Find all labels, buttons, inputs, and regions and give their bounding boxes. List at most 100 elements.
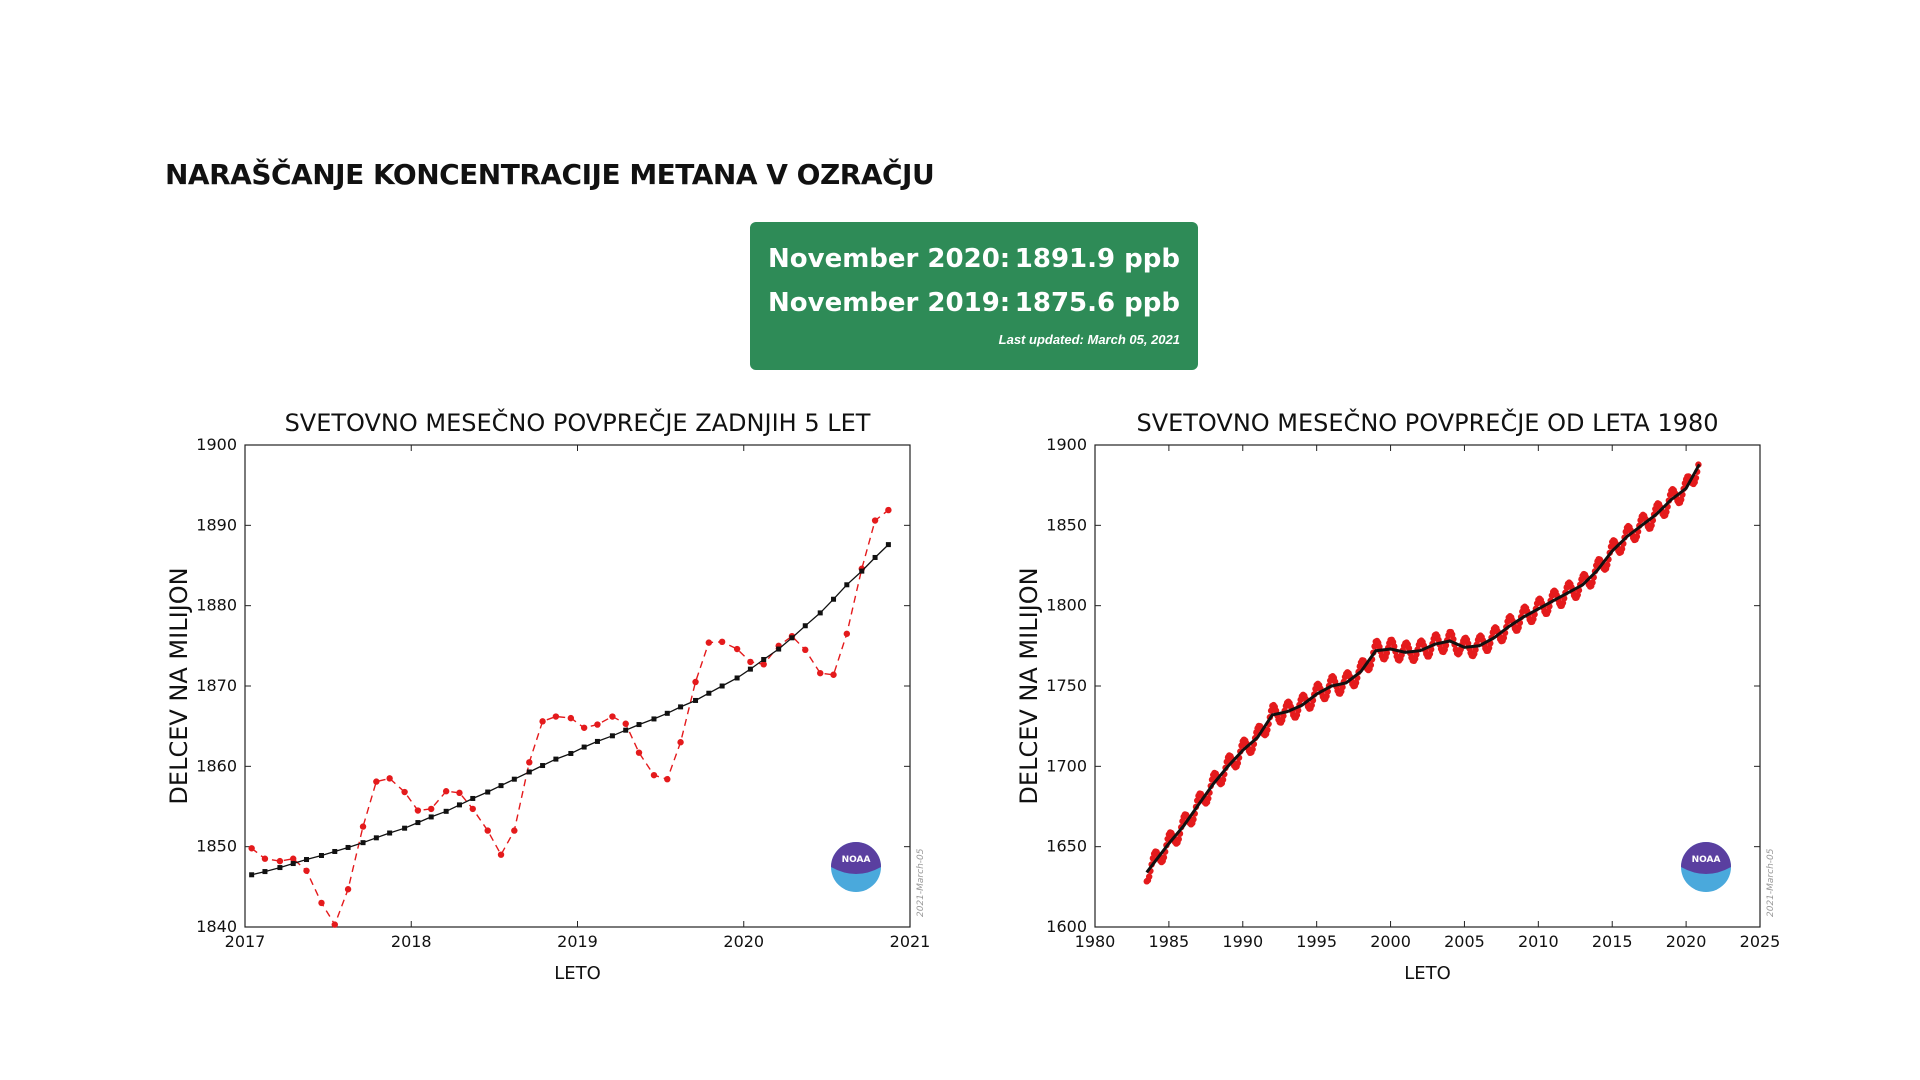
trend-point bbox=[651, 716, 657, 722]
monthly-point bbox=[373, 778, 380, 785]
monthly-point bbox=[747, 658, 754, 666]
monthly-point bbox=[664, 775, 671, 783]
page-title: NARAŠČANJE KONCENTRACIJE METANA V OZRAČJ… bbox=[165, 158, 935, 191]
monthly-point bbox=[1280, 712, 1287, 720]
y-tick-label: 1890 bbox=[196, 515, 237, 534]
monthly-point bbox=[1515, 624, 1522, 631]
monthly-point bbox=[1160, 854, 1168, 861]
monthly-point bbox=[1249, 746, 1256, 753]
y-tick-label: 1600 bbox=[1046, 917, 1087, 936]
x-tick-label: 2010 bbox=[1518, 932, 1559, 951]
monthly-point bbox=[733, 645, 741, 653]
monthly-point bbox=[1145, 873, 1153, 880]
monthly-point bbox=[1464, 640, 1472, 647]
trend-point bbox=[581, 744, 587, 750]
monthly-point bbox=[1219, 776, 1227, 783]
trend-point bbox=[872, 554, 878, 560]
y-tick-label: 1900 bbox=[1046, 435, 1087, 454]
monthly-point bbox=[386, 775, 393, 782]
trend-point bbox=[428, 814, 434, 820]
series-group bbox=[248, 506, 892, 928]
monthly-point bbox=[885, 506, 892, 514]
x-tick-label: 1980 bbox=[1075, 932, 1116, 951]
monthly-point bbox=[1264, 726, 1271, 734]
x-tick-label: 2018 bbox=[391, 932, 432, 951]
y-tick-label: 1700 bbox=[1046, 756, 1087, 775]
monthly-point bbox=[359, 823, 367, 830]
trend-point bbox=[318, 853, 324, 859]
monthly-point bbox=[622, 720, 629, 727]
monthly-point bbox=[497, 851, 505, 858]
plot-frame bbox=[244, 444, 911, 928]
y-axis-label: DELCEV NA MILIJON bbox=[1015, 567, 1043, 804]
trend-point bbox=[693, 697, 699, 703]
x-tick-label: 2015 bbox=[1592, 932, 1633, 951]
trend-point bbox=[885, 542, 891, 548]
info-label-current: November 2020: bbox=[768, 244, 1011, 274]
monthly-point bbox=[830, 671, 837, 678]
x-tick-label: 2005 bbox=[1444, 932, 1485, 951]
last-updated-text: Last updated: March 05, 2021 bbox=[998, 332, 1180, 347]
plot-area: 2017 2018 2019 2020 2021 1840 1850 1860 1870 1880… bbox=[196, 435, 930, 951]
trend-point bbox=[831, 596, 837, 602]
monthly-point bbox=[331, 921, 338, 928]
x-tick-label: 1990 bbox=[1222, 932, 1263, 951]
monthly-point bbox=[1175, 835, 1182, 843]
trend-point bbox=[249, 872, 255, 878]
noaa-logo-text: NOAA bbox=[1692, 855, 1721, 865]
trend-point bbox=[304, 857, 310, 863]
x-tick-label: 2020 bbox=[723, 932, 764, 951]
y-tick-label: 1840 bbox=[196, 917, 237, 936]
info-value-previous: 1875.6 ppb bbox=[1014, 288, 1180, 318]
monthly-point bbox=[552, 713, 560, 720]
monthly-point bbox=[539, 718, 546, 725]
x-tick-label: 2025 bbox=[1740, 932, 1781, 951]
monthly-point bbox=[303, 867, 310, 874]
chart-last-5-years: SVETOVNO MESEČNO POVPREČJE ZADNJIH 5 LET… bbox=[165, 407, 930, 984]
trend-point bbox=[594, 738, 600, 744]
monthly-point bbox=[1190, 816, 1197, 823]
trend-point bbox=[511, 776, 517, 782]
trend-point bbox=[706, 690, 712, 696]
monthly-point bbox=[1405, 645, 1413, 652]
y-tick-label: 1850 bbox=[1046, 515, 1087, 534]
monthly-point bbox=[1339, 683, 1346, 691]
monthly-point bbox=[802, 646, 809, 654]
monthly-point bbox=[1376, 643, 1383, 650]
monthly-point bbox=[456, 789, 463, 797]
trend-point bbox=[360, 840, 366, 846]
monthly-point bbox=[650, 771, 658, 779]
chart-since-1980: SVETOVNO MESEČNO POVPREČJE OD LETA 1980 L… bbox=[1015, 407, 1780, 984]
monthly-point bbox=[511, 827, 518, 834]
monthly-point bbox=[1234, 759, 1242, 767]
y-tick-label: 1650 bbox=[1046, 837, 1087, 856]
monthly-point bbox=[817, 669, 824, 677]
trend-point bbox=[345, 844, 351, 850]
trend-point bbox=[609, 733, 615, 739]
trend-point bbox=[719, 683, 725, 689]
info-row-current: November 2020: 1891.9 ppb bbox=[768, 244, 1180, 274]
noaa-logo: NOAA bbox=[1681, 842, 1731, 892]
trend-point bbox=[262, 869, 268, 875]
monthly-point bbox=[1677, 496, 1685, 503]
monthly-point bbox=[428, 805, 435, 813]
monthly-point bbox=[1367, 661, 1375, 669]
y-tick-label: 1900 bbox=[196, 435, 237, 454]
date-stamp: 2021-March-05 bbox=[916, 848, 926, 917]
monthly-point bbox=[344, 886, 352, 893]
y-tick-label: 1850 bbox=[196, 837, 237, 856]
monthly-point bbox=[1205, 795, 1212, 802]
trend-point bbox=[568, 750, 574, 756]
trend-point bbox=[540, 763, 546, 769]
x-axis-label: LETO bbox=[554, 963, 601, 984]
y-tick-label: 1860 bbox=[196, 756, 237, 775]
monthly-point bbox=[1383, 649, 1391, 657]
plot-area: 1980 1985 1990 1995 2000 2005 2010 2015 2020 2025… bbox=[1046, 435, 1780, 951]
trend-point bbox=[623, 727, 629, 733]
monthly-point bbox=[484, 827, 491, 834]
x-axis-label: LETO bbox=[1404, 963, 1451, 984]
monthly-point bbox=[261, 855, 269, 862]
monthly-point bbox=[760, 661, 767, 668]
monthly-point bbox=[692, 678, 699, 686]
monthly-point bbox=[414, 807, 422, 814]
